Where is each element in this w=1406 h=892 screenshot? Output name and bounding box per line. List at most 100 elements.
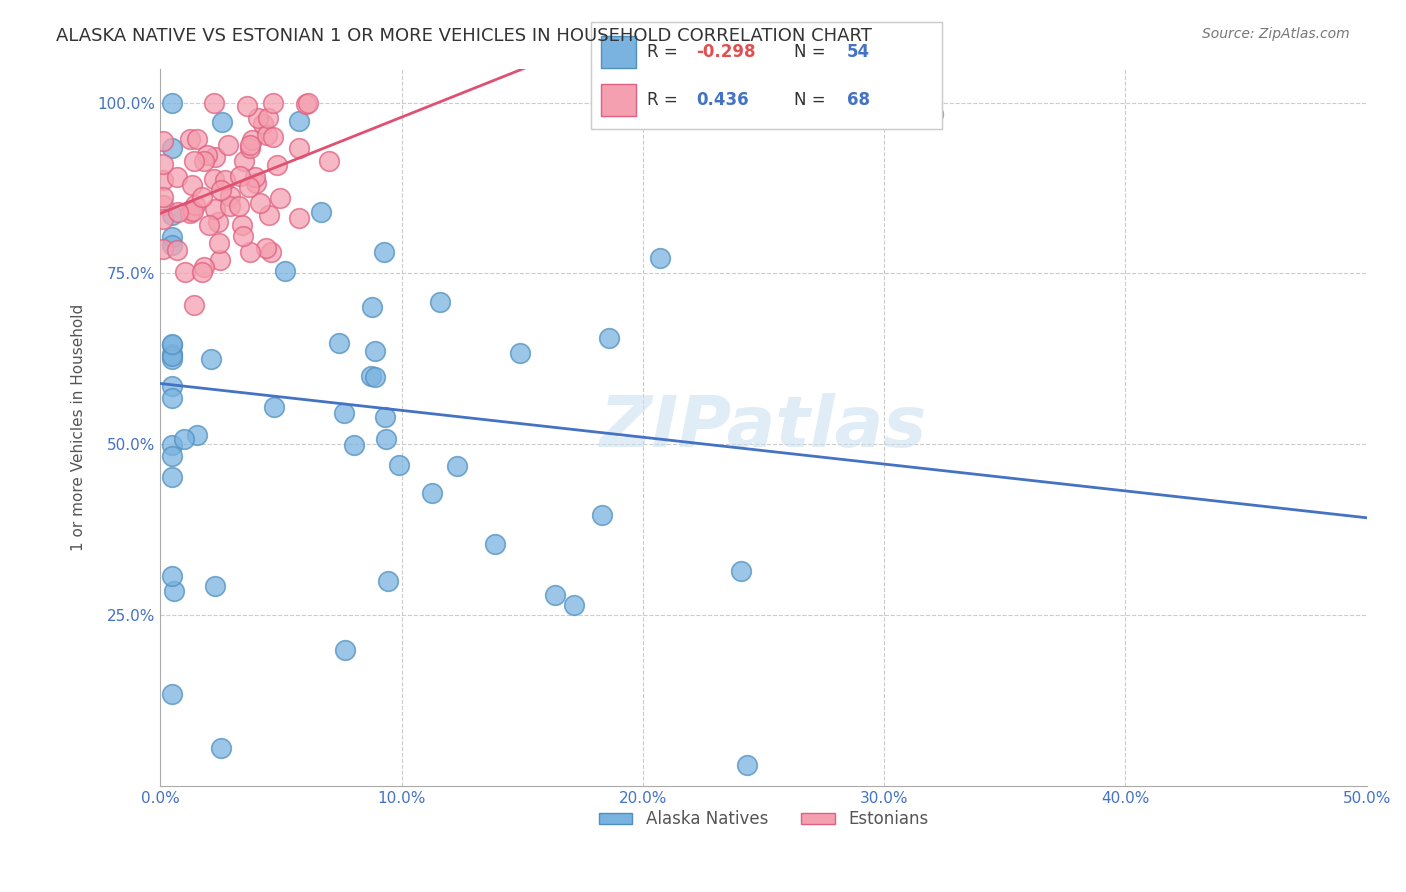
- Point: [166, 170, 188, 185]
- Point: [239, 137, 262, 152]
- Point: [186, 427, 208, 442]
- Point: [207, 215, 229, 229]
- Point: [162, 338, 184, 352]
- Text: 68: 68: [846, 92, 870, 110]
- Point: [162, 95, 184, 110]
- Point: [238, 180, 260, 194]
- Point: [245, 176, 267, 190]
- Point: [152, 198, 174, 212]
- Point: [204, 579, 226, 593]
- Point: [152, 173, 174, 187]
- Point: [231, 219, 253, 233]
- Point: [162, 347, 184, 361]
- Point: [180, 203, 202, 218]
- Point: [167, 205, 190, 219]
- Point: [239, 245, 262, 260]
- Point: [364, 369, 387, 384]
- Point: [260, 245, 283, 260]
- Point: [179, 206, 201, 220]
- Point: [650, 251, 672, 265]
- Text: R =: R =: [647, 92, 688, 110]
- Point: [360, 369, 382, 384]
- Point: [509, 346, 531, 360]
- Point: [730, 564, 752, 578]
- Point: [256, 111, 278, 125]
- Text: N =: N =: [794, 44, 831, 62]
- Point: [309, 204, 332, 219]
- Point: [262, 129, 284, 144]
- Point: [152, 242, 174, 256]
- Point: [202, 95, 225, 110]
- Point: [181, 204, 204, 219]
- Point: [162, 379, 184, 393]
- Point: [591, 508, 613, 522]
- Text: 0.436: 0.436: [696, 92, 748, 110]
- Text: R =: R =: [647, 44, 683, 62]
- Text: -0.298: -0.298: [696, 44, 755, 62]
- Point: [208, 235, 231, 250]
- Point: [162, 208, 184, 222]
- Point: [162, 569, 184, 583]
- Point: [183, 153, 205, 168]
- Y-axis label: 1 or more Vehicles in Household: 1 or more Vehicles in Household: [72, 303, 86, 550]
- Point: [152, 134, 174, 148]
- Bar: [602, 37, 636, 69]
- Point: [162, 391, 184, 405]
- Point: [162, 336, 184, 351]
- Point: [288, 114, 311, 128]
- Point: [162, 237, 184, 252]
- Point: [328, 335, 350, 350]
- Text: ZIPatlas: ZIPatlas: [600, 392, 927, 462]
- Point: [162, 449, 184, 463]
- Point: [204, 150, 226, 164]
- Point: [204, 202, 226, 216]
- Point: [162, 141, 184, 155]
- Point: [245, 169, 267, 184]
- Point: [429, 295, 451, 310]
- Point: [377, 574, 399, 589]
- Point: [162, 470, 184, 484]
- Point: [562, 599, 585, 613]
- Point: [598, 331, 620, 345]
- Point: [921, 107, 943, 121]
- Point: [333, 643, 356, 657]
- Point: [195, 147, 218, 161]
- Point: [343, 437, 366, 451]
- Point: [193, 153, 215, 168]
- Point: [228, 199, 250, 213]
- Point: [373, 244, 395, 259]
- Text: Source: ZipAtlas.com: Source: ZipAtlas.com: [1202, 27, 1350, 41]
- Point: [287, 141, 309, 155]
- Point: [288, 211, 311, 226]
- Point: [374, 410, 396, 425]
- Point: [191, 189, 214, 203]
- Point: [162, 350, 184, 364]
- Point: [239, 141, 262, 155]
- Point: [252, 117, 274, 131]
- Text: N =: N =: [794, 92, 831, 110]
- Point: [269, 191, 291, 205]
- Point: [333, 406, 356, 420]
- Point: [218, 199, 240, 213]
- Point: [375, 432, 398, 446]
- Point: [266, 158, 288, 172]
- Point: [257, 208, 280, 222]
- Point: [420, 486, 443, 500]
- Text: ALASKA NATIVE VS ESTONIAN 1 OR MORE VEHICLES IN HOUSEHOLD CORRELATION CHART: ALASKA NATIVE VS ESTONIAN 1 OR MORE VEHI…: [56, 27, 872, 45]
- Point: [236, 99, 259, 113]
- Point: [200, 351, 222, 366]
- Point: [180, 178, 202, 193]
- Point: [209, 183, 232, 197]
- Point: [152, 190, 174, 204]
- Point: [190, 264, 212, 278]
- Point: [183, 298, 205, 312]
- Point: [162, 584, 184, 599]
- Point: [209, 253, 232, 268]
- Point: [166, 243, 188, 257]
- Point: [193, 260, 215, 275]
- Point: [184, 197, 207, 211]
- Point: [274, 264, 297, 278]
- Point: [249, 196, 271, 211]
- Point: [197, 219, 219, 233]
- Point: [233, 154, 256, 169]
